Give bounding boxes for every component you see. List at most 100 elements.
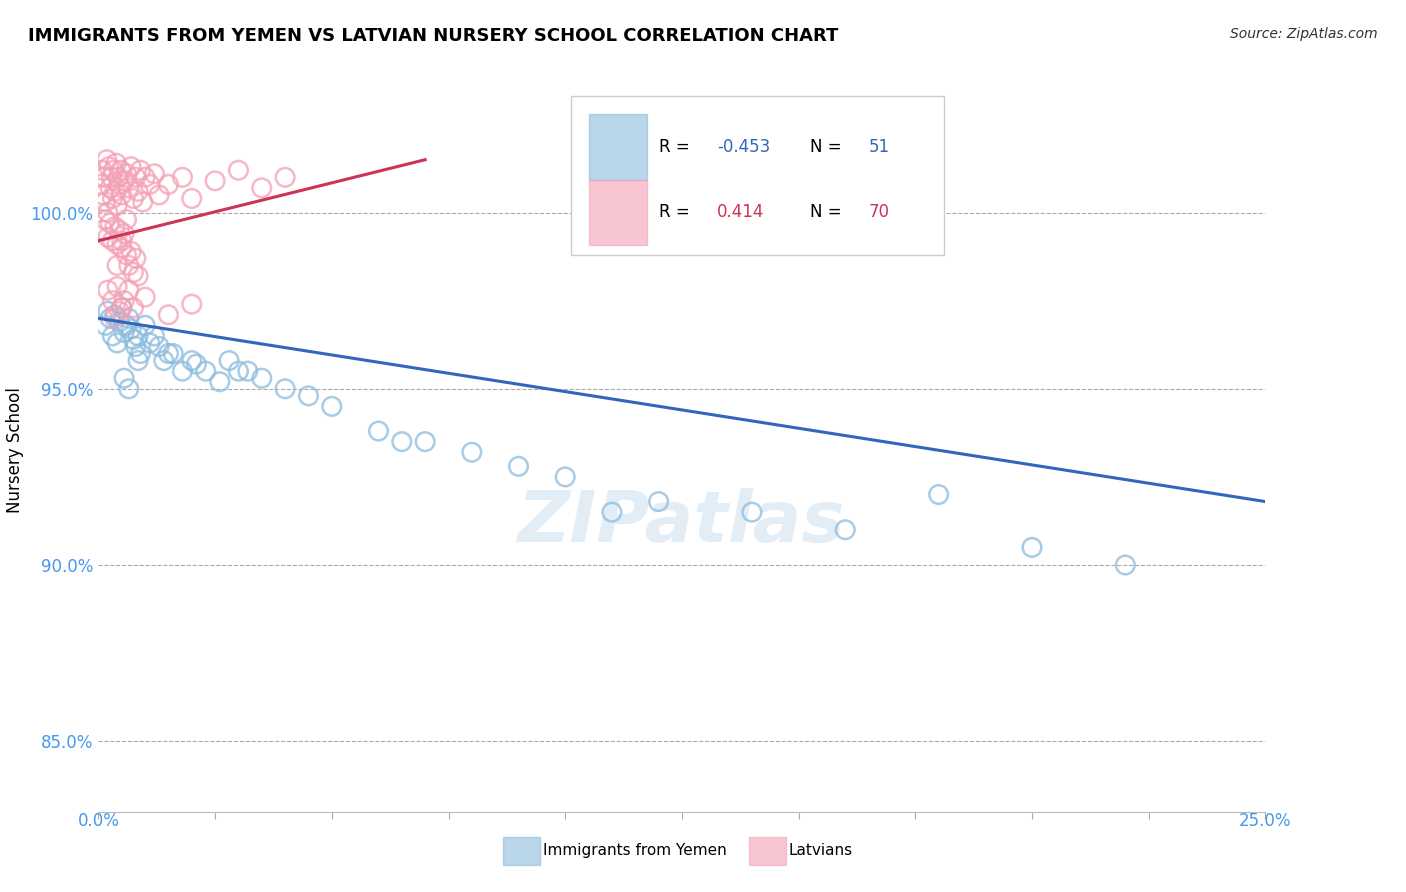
Point [122,265,145,279]
Point [125,339,148,353]
Text: -0.453: -0.453 [717,138,770,156]
Point [204,174,226,188]
Point [108,315,131,329]
Point [120,160,142,174]
Point [1021,541,1043,555]
Point [97,304,120,318]
Text: Immigrants from Yemen: Immigrants from Yemen [543,844,727,858]
Point [104,308,127,322]
Point [127,353,149,368]
Point [91,223,114,237]
Point [120,244,142,259]
Point [118,382,141,396]
Point [129,163,152,178]
Point [180,297,202,311]
Point [115,248,138,262]
Point [108,178,131,192]
Point [94,318,117,333]
Point [274,382,297,396]
Point [93,170,115,185]
Point [98,311,121,326]
Point [112,326,135,340]
Point [108,223,131,237]
Point [834,523,856,537]
Point [157,308,180,322]
Point [111,301,134,315]
Point [367,424,389,438]
Point [461,445,484,459]
Y-axis label: Nursery School: Nursery School [6,387,24,514]
Point [143,329,166,343]
Point [143,167,166,181]
Point [508,459,530,474]
FancyBboxPatch shape [589,114,647,179]
Point [127,185,149,199]
Point [112,174,135,188]
Point [600,505,623,519]
Text: R =: R = [658,203,695,221]
Point [228,163,250,178]
Point [97,230,120,244]
Point [112,371,135,385]
Point [91,188,114,202]
Point [122,301,145,315]
Point [236,364,259,378]
Text: N =: N = [810,138,848,156]
Point [218,353,240,368]
Point [108,304,131,318]
Point [1114,558,1136,572]
Point [148,188,170,202]
Point [96,153,118,167]
Point [115,212,138,227]
Point [122,333,145,347]
Text: ZIPatlas: ZIPatlas [519,488,845,558]
Point [139,335,162,350]
Point [208,375,231,389]
Point [120,322,142,336]
Point [111,234,134,248]
Point [98,181,121,195]
Point [127,329,149,343]
Point [928,487,950,501]
Point [139,178,162,192]
Point [180,353,202,368]
Point [129,346,152,360]
Point [97,283,120,297]
Point [274,170,297,185]
Point [103,163,125,178]
Text: 0.414: 0.414 [717,203,765,221]
Point [110,163,132,178]
Point [125,170,148,185]
Point [194,364,217,378]
Point [105,156,128,170]
Point [125,252,148,266]
Point [112,293,135,308]
Point [172,170,194,185]
Point [228,364,250,378]
Point [104,219,127,234]
Text: 25.0%: 25.0% [1239,812,1292,830]
Point [90,178,112,192]
Point [118,181,141,195]
Point [118,311,141,326]
Point [101,234,124,248]
Point [97,160,120,174]
Point [321,400,343,414]
Point [127,268,149,283]
Point [111,188,134,202]
Point [148,339,170,353]
Point [186,357,208,371]
Point [100,170,122,185]
FancyBboxPatch shape [589,179,647,244]
Point [94,212,117,227]
Point [413,434,436,449]
Text: 51: 51 [869,138,890,156]
Point [101,191,124,205]
Point [115,318,138,333]
Text: Latvians: Latvians [789,844,853,858]
Point [105,259,128,273]
Point [157,346,180,360]
Point [104,185,127,199]
Point [554,470,576,484]
Text: 70: 70 [869,203,890,221]
